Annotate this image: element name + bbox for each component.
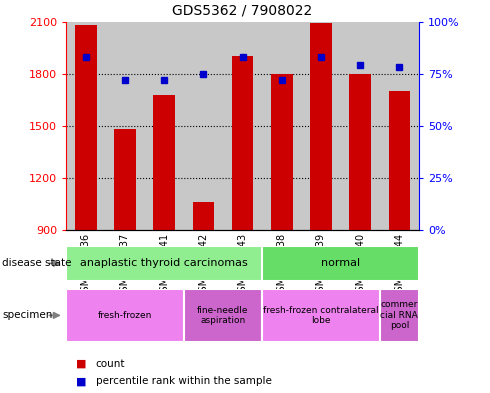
Bar [380,289,419,342]
Bar [153,94,175,230]
Text: fresh-frozen: fresh-frozen [98,311,152,320]
Bar [193,202,214,230]
Text: normal: normal [321,258,360,268]
Text: commer
cial RNA
pool: commer cial RNA pool [380,301,418,330]
Bar [349,73,371,230]
Text: ■: ■ [76,376,86,386]
Bar [262,246,419,281]
Bar [66,22,105,230]
Bar [262,289,380,342]
Text: ■: ■ [76,358,86,369]
Text: fine-needle
aspiration: fine-needle aspiration [197,306,249,325]
Bar [184,22,223,230]
Bar [341,22,380,230]
Bar [145,22,184,230]
Text: disease state: disease state [2,258,72,268]
Title: GDS5362 / 7908022: GDS5362 / 7908022 [172,4,313,18]
Bar [262,22,301,230]
Text: percentile rank within the sample: percentile rank within the sample [96,376,271,386]
Bar [271,73,293,230]
Bar [184,289,262,342]
Bar [301,22,341,230]
Bar [66,246,262,281]
Bar [105,22,145,230]
Bar [75,25,97,230]
Text: fresh-frozen contralateral
lobe: fresh-frozen contralateral lobe [263,306,379,325]
Text: anaplastic thyroid carcinomas: anaplastic thyroid carcinomas [80,258,248,268]
Bar [310,23,332,230]
Bar [232,56,253,230]
Bar [380,22,419,230]
Bar [66,289,184,342]
Bar [114,129,136,230]
Bar [389,91,410,230]
Bar [223,22,262,230]
Text: count: count [96,358,125,369]
Text: specimen: specimen [2,310,53,320]
